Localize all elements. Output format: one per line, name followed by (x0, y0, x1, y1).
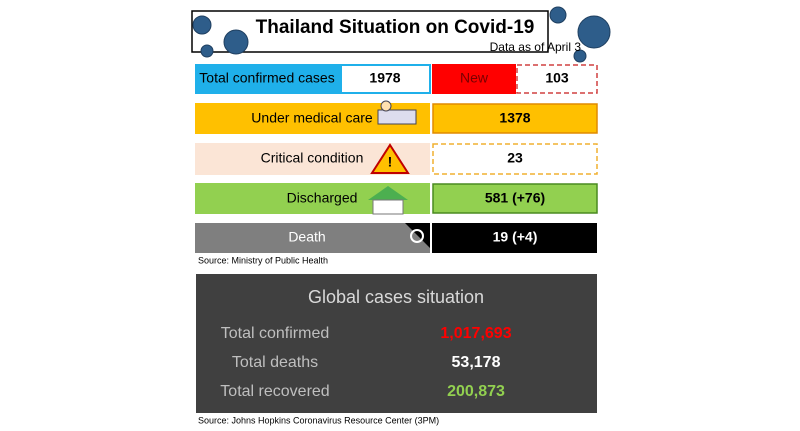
global-value: 53,178 (452, 354, 501, 371)
label: Total confirmed cases (199, 70, 334, 86)
source: Source: Ministry of Public Health (198, 255, 328, 265)
value: 23 (507, 150, 523, 166)
value-cell (432, 103, 598, 134)
global-title: Global cases situation (308, 287, 484, 307)
global-value: 1,017,693 (440, 325, 511, 342)
bed-icon (377, 100, 417, 125)
global-panel (196, 274, 597, 413)
ribbon-icon (405, 223, 430, 248)
value: 1978 (369, 70, 400, 86)
value-cell (432, 183, 598, 214)
label: Under medical care (251, 110, 373, 126)
label-cell (195, 64, 340, 94)
global-value: 200,873 (447, 383, 505, 400)
global-label: Total deaths (232, 354, 318, 371)
global-label: Total recovered (220, 383, 329, 400)
svg-text:!: ! (388, 154, 393, 170)
value: 19 (+4) (493, 229, 538, 245)
value-cell (340, 64, 431, 94)
source: Source: Johns Hopkins Coronavirus Resour… (198, 415, 439, 425)
label: Critical condition (261, 150, 364, 166)
value: 581 (+76) (485, 190, 545, 206)
global-label: Total confirmed (221, 325, 330, 342)
house-icon (368, 186, 408, 215)
label: Death (288, 229, 325, 245)
subtitle: Data as of April 3 (490, 40, 582, 54)
virus-icons (192, 6, 611, 63)
label: New (460, 70, 489, 86)
header-box (191, 10, 549, 53)
warning-icon: ! (370, 143, 410, 174)
title: Thailand Situation on Covid-19 (256, 17, 535, 38)
value-cell (516, 64, 598, 94)
label: Discharged (287, 190, 358, 206)
value-cell (432, 143, 598, 175)
label-cell (195, 223, 430, 253)
value: 103 (545, 70, 569, 86)
value-cell (432, 223, 597, 253)
value: 1378 (499, 110, 530, 126)
label-cell (432, 64, 516, 94)
